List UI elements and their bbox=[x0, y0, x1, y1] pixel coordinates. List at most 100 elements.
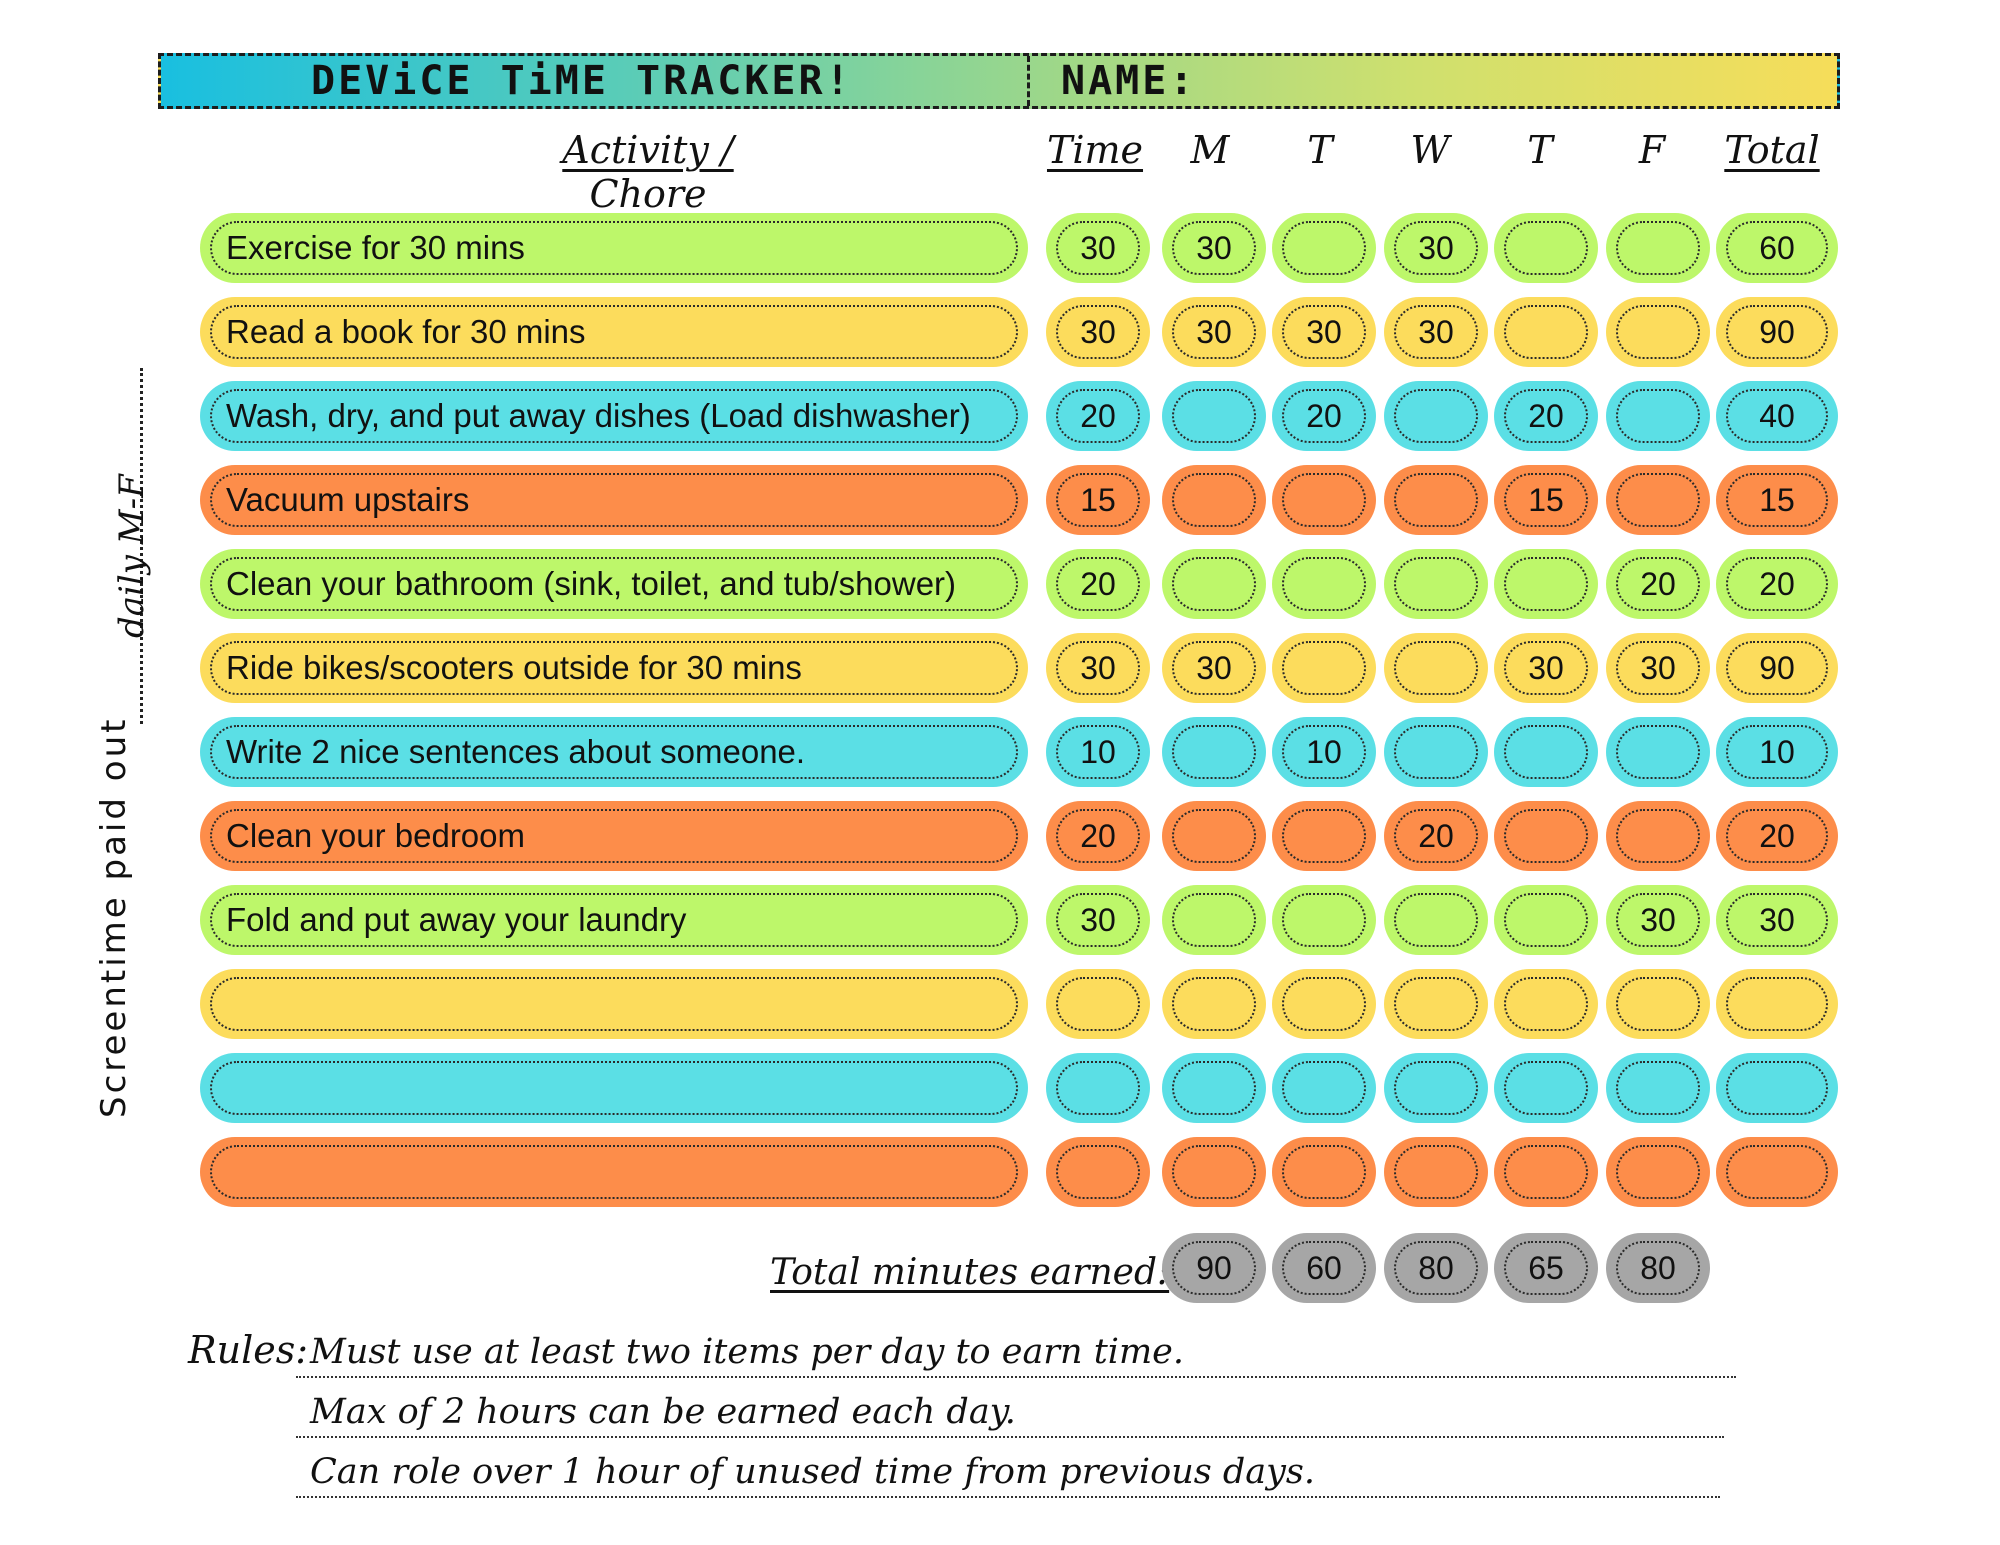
activity-field-row-5[interactable]: Clean your bathroom (sink, toilet, and t… bbox=[200, 549, 1028, 619]
fri-cell-row-8[interactable] bbox=[1606, 801, 1710, 871]
fri-cell-row-5[interactable]: 20 bbox=[1606, 549, 1710, 619]
thu-cell-row-3[interactable]: 20 bbox=[1494, 381, 1598, 451]
thu-cell-row-12[interactable] bbox=[1494, 1137, 1598, 1207]
total-cell-row-1[interactable]: 60 bbox=[1716, 213, 1838, 283]
time-cell-value: 30 bbox=[1056, 893, 1140, 947]
tue-cell-value: 30 bbox=[1282, 305, 1366, 359]
wed-cell-row-6[interactable] bbox=[1384, 633, 1488, 703]
time-cell-row-6[interactable]: 30 bbox=[1046, 633, 1150, 703]
time-cell-row-10[interactable] bbox=[1046, 969, 1150, 1039]
fri-cell-row-11[interactable] bbox=[1606, 1053, 1710, 1123]
wed-cell-row-3[interactable] bbox=[1384, 381, 1488, 451]
time-cell-row-8[interactable]: 20 bbox=[1046, 801, 1150, 871]
fri-cell-row-7[interactable] bbox=[1606, 717, 1710, 787]
fri-cell-row-2[interactable] bbox=[1606, 297, 1710, 367]
fri-cell-row-3[interactable] bbox=[1606, 381, 1710, 451]
total-cell-row-6[interactable]: 90 bbox=[1716, 633, 1838, 703]
mon-cell-row-5[interactable] bbox=[1162, 549, 1266, 619]
thu-cell-row-5[interactable] bbox=[1494, 549, 1598, 619]
thu-cell-row-1[interactable] bbox=[1494, 213, 1598, 283]
mon-cell-row-2[interactable]: 30 bbox=[1162, 297, 1266, 367]
fri-cell-row-1[interactable] bbox=[1606, 213, 1710, 283]
mon-cell-row-8[interactable] bbox=[1162, 801, 1266, 871]
mon-cell-row-1[interactable]: 30 bbox=[1162, 213, 1266, 283]
thu-cell-row-9[interactable] bbox=[1494, 885, 1598, 955]
time-cell-row-12[interactable] bbox=[1046, 1137, 1150, 1207]
mon-cell-row-9[interactable] bbox=[1162, 885, 1266, 955]
tue-cell-row-11[interactable] bbox=[1272, 1053, 1376, 1123]
wed-cell-row-7[interactable] bbox=[1384, 717, 1488, 787]
mon-cell-row-12[interactable] bbox=[1162, 1137, 1266, 1207]
thu-cell-row-11[interactable] bbox=[1494, 1053, 1598, 1123]
wed-cell-row-4[interactable] bbox=[1384, 465, 1488, 535]
thu-cell-row-4[interactable]: 15 bbox=[1494, 465, 1598, 535]
activity-field-row-3[interactable]: Wash, dry, and put away dishes (Load dis… bbox=[200, 381, 1028, 451]
tue-cell-row-12[interactable] bbox=[1272, 1137, 1376, 1207]
wed-cell-row-12[interactable] bbox=[1384, 1137, 1488, 1207]
time-cell-row-1[interactable]: 30 bbox=[1046, 213, 1150, 283]
total-cell-row-5[interactable]: 20 bbox=[1716, 549, 1838, 619]
wed-cell-row-5[interactable] bbox=[1384, 549, 1488, 619]
activity-field-row-4[interactable]: Vacuum upstairs bbox=[200, 465, 1028, 535]
wed-cell-row-11[interactable] bbox=[1384, 1053, 1488, 1123]
time-cell-row-2[interactable]: 30 bbox=[1046, 297, 1150, 367]
side-label-daily: daily M-F bbox=[112, 474, 152, 638]
tue-cell-row-6[interactable] bbox=[1272, 633, 1376, 703]
tue-cell-row-1[interactable] bbox=[1272, 213, 1376, 283]
tue-cell-row-5[interactable] bbox=[1272, 549, 1376, 619]
thu-cell-row-7[interactable] bbox=[1494, 717, 1598, 787]
fri-cell-row-6[interactable]: 30 bbox=[1606, 633, 1710, 703]
total-cell-row-4[interactable]: 15 bbox=[1716, 465, 1838, 535]
mon-cell-row-10[interactable] bbox=[1162, 969, 1266, 1039]
time-cell-row-7[interactable]: 10 bbox=[1046, 717, 1150, 787]
activity-field-row-12[interactable] bbox=[200, 1137, 1028, 1207]
tue-cell-row-10[interactable] bbox=[1272, 969, 1376, 1039]
tue-cell-row-3[interactable]: 20 bbox=[1272, 381, 1376, 451]
activity-field-row-8[interactable]: Clean your bedroom bbox=[200, 801, 1028, 871]
wed-cell-row-10[interactable] bbox=[1384, 969, 1488, 1039]
wed-cell-row-9[interactable] bbox=[1384, 885, 1488, 955]
total-earned-thu: 65 bbox=[1494, 1233, 1598, 1303]
thu-cell-row-10[interactable] bbox=[1494, 969, 1598, 1039]
tue-cell-row-7[interactable]: 10 bbox=[1272, 717, 1376, 787]
total-cell-row-9[interactable]: 30 bbox=[1716, 885, 1838, 955]
time-cell-row-9[interactable]: 30 bbox=[1046, 885, 1150, 955]
tue-cell-row-4[interactable] bbox=[1272, 465, 1376, 535]
activity-field-row-2[interactable]: Read a book for 30 mins bbox=[200, 297, 1028, 367]
mon-cell-row-4[interactable] bbox=[1162, 465, 1266, 535]
total-cell-row-10[interactable] bbox=[1716, 969, 1838, 1039]
activity-field-row-6[interactable]: Ride bikes/scooters outside for 30 mins bbox=[200, 633, 1028, 703]
total-cell-row-3[interactable]: 40 bbox=[1716, 381, 1838, 451]
total-cell-row-8[interactable]: 20 bbox=[1716, 801, 1838, 871]
fri-cell-row-12[interactable] bbox=[1606, 1137, 1710, 1207]
time-cell-row-5[interactable]: 20 bbox=[1046, 549, 1150, 619]
tue-cell-row-8[interactable] bbox=[1272, 801, 1376, 871]
wed-cell-row-2[interactable]: 30 bbox=[1384, 297, 1488, 367]
total-cell-row-12[interactable] bbox=[1716, 1137, 1838, 1207]
mon-cell-row-6[interactable]: 30 bbox=[1162, 633, 1266, 703]
time-cell-row-3[interactable]: 20 bbox=[1046, 381, 1150, 451]
thu-cell-row-2[interactable] bbox=[1494, 297, 1598, 367]
mon-cell-row-7[interactable] bbox=[1162, 717, 1266, 787]
tue-cell-row-9[interactable] bbox=[1272, 885, 1376, 955]
total-cell-row-2[interactable]: 90 bbox=[1716, 297, 1838, 367]
time-cell-row-11[interactable] bbox=[1046, 1053, 1150, 1123]
total-cell-row-11[interactable] bbox=[1716, 1053, 1838, 1123]
fri-cell-row-9[interactable]: 30 bbox=[1606, 885, 1710, 955]
thu-cell-row-6[interactable]: 30 bbox=[1494, 633, 1598, 703]
time-cell-row-4[interactable]: 15 bbox=[1046, 465, 1150, 535]
fri-cell-row-10[interactable] bbox=[1606, 969, 1710, 1039]
activity-field-row-9[interactable]: Fold and put away your laundry bbox=[200, 885, 1028, 955]
activity-field-row-10[interactable] bbox=[200, 969, 1028, 1039]
activity-field-row-1[interactable]: Exercise for 30 mins bbox=[200, 213, 1028, 283]
tue-cell-row-2[interactable]: 30 bbox=[1272, 297, 1376, 367]
thu-cell-row-8[interactable] bbox=[1494, 801, 1598, 871]
activity-field-row-11[interactable] bbox=[200, 1053, 1028, 1123]
wed-cell-row-1[interactable]: 30 bbox=[1384, 213, 1488, 283]
mon-cell-row-11[interactable] bbox=[1162, 1053, 1266, 1123]
total-cell-row-7[interactable]: 10 bbox=[1716, 717, 1838, 787]
activity-field-row-7[interactable]: Write 2 nice sentences about someone. bbox=[200, 717, 1028, 787]
fri-cell-row-4[interactable] bbox=[1606, 465, 1710, 535]
mon-cell-row-3[interactable] bbox=[1162, 381, 1266, 451]
wed-cell-row-8[interactable]: 20 bbox=[1384, 801, 1488, 871]
